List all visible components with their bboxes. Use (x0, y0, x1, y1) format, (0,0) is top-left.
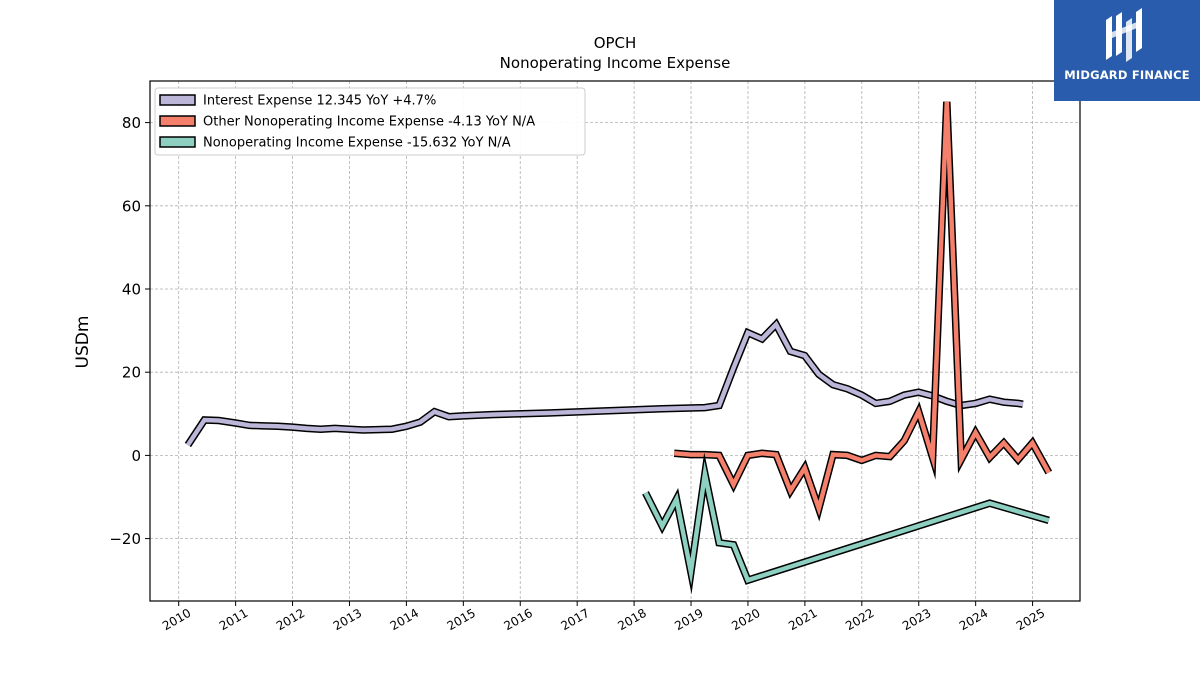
y-tick-label: 40 (122, 281, 141, 299)
x-tick-label: 2016 (502, 606, 535, 633)
legend-swatch (159, 136, 196, 148)
y-tick-label: 20 (122, 364, 141, 382)
legend-swatch (159, 94, 196, 106)
x-tick-label: 2025 (1014, 606, 1047, 633)
legend-label: Nonoperating Income Expense -15.632 YoY … (203, 136, 511, 151)
series-line (186, 320, 1024, 447)
x-tick-label: 2019 (672, 606, 705, 633)
series-line (643, 461, 1050, 586)
legend-box (154, 87, 586, 156)
y-axis: −20 0 20 40 60 80 (109, 114, 150, 548)
x-tick-label: 2011 (217, 606, 250, 633)
legend-label: Other Nonoperating Income Expense -4.13 … (203, 115, 535, 130)
brand-name: MIDGARD FINANCE (1064, 68, 1190, 82)
legend: Interest Expense 12.345 YoY +4.7% Other N… (154, 87, 586, 156)
x-tick-label: 2023 (900, 606, 933, 633)
y-axis-label: USDm (73, 316, 93, 369)
x-tick-label: 2015 (445, 606, 478, 633)
x-tick-label: 2010 (160, 606, 193, 633)
legend-label: Interest Expense 12.345 YoY +4.7% (203, 94, 436, 109)
x-tick-label: 2021 (786, 606, 819, 633)
chart-title: OPCH (594, 34, 637, 52)
x-tick-label: 2020 (729, 606, 762, 633)
y-tick-label: 60 (122, 197, 141, 215)
series-lines (184, 101, 1053, 595)
x-tick-label: 2013 (331, 606, 364, 633)
y-tick-label: 0 (131, 447, 141, 465)
x-axis: 2010 2011 2012 2013 2014 2015 2016 2017 2018 2019… (160, 601, 1047, 633)
x-tick-label: 2018 (615, 606, 648, 633)
brand-mark-icon (1106, 8, 1142, 62)
x-tick-label: 2022 (843, 606, 876, 633)
y-tick-label: −20 (109, 530, 141, 548)
chart-subtitle: Nonoperating Income Expense (500, 54, 731, 72)
x-tick-label: 2014 (388, 606, 421, 633)
plot-frame (149, 80, 1081, 602)
y-tick-label: 80 (122, 114, 141, 132)
x-tick-label: 2024 (957, 606, 990, 633)
legend-swatch (159, 115, 196, 127)
series-line (674, 101, 1051, 517)
x-tick-label: 2017 (558, 606, 591, 633)
brand-logo: MIDGARD FINANCE (1054, 0, 1200, 101)
x-tick-label: 2012 (274, 606, 307, 633)
